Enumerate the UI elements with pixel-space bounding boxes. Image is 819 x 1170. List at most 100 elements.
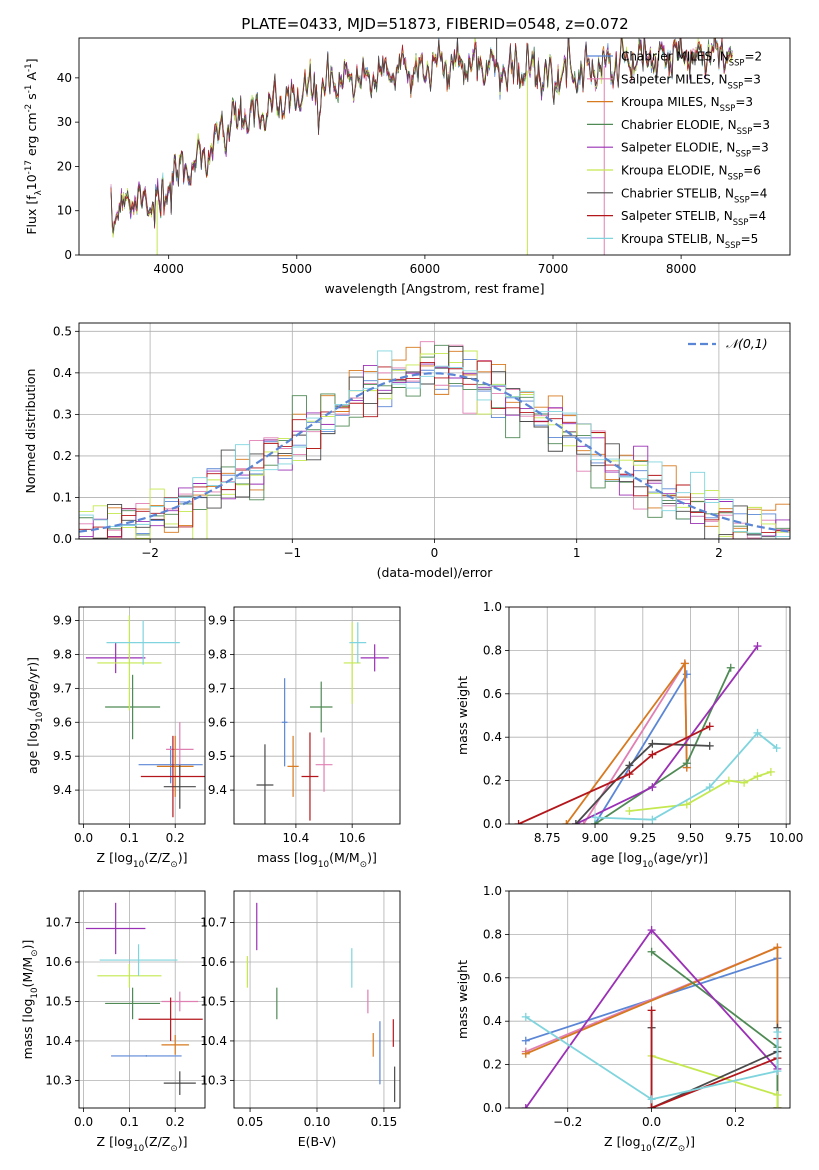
y-tick-label: 10.4 [200, 1034, 227, 1048]
y-axis-label: mass weight [455, 676, 470, 755]
spectrum-legend: Chabrier MILES, NSSP=2 Salpeter MILES, NS… [587, 50, 770, 250]
x-tick-label: 0.15 [371, 1115, 398, 1129]
y-tick-label: 0.0 [483, 1101, 502, 1115]
y-axis-label: mass weight [455, 960, 470, 1039]
y-tick-label: 10.3 [45, 1073, 72, 1087]
y-tick-label: 0.6 [483, 687, 502, 701]
y-tick-label: 0.0 [53, 532, 72, 546]
y-tick-label: 9.8 [208, 647, 227, 661]
y-tick-label: 0.5 [53, 324, 72, 338]
x-tick-label: 0.10 [304, 1115, 331, 1129]
plot-area [85, 615, 205, 818]
mass-weight-line [594, 673, 688, 824]
x-axis-label: E(B-V) [298, 1134, 337, 1149]
y-tick-label: 9.6 [208, 715, 227, 729]
x-tick-label: 5000 [282, 262, 313, 276]
axes-age_vs_Z: 0.0 0.1 0.2 9.4 9.5 9.6 9.7 9.8 9.9 Z [log10(Z/Z⊙… [25, 606, 206, 870]
y-tick-label: 30 [57, 115, 72, 129]
y-tick-label: 9.7 [53, 681, 72, 695]
x-axis-label: (data-model)/error [377, 565, 494, 580]
legend-label: Kroupa MILES, NSSP=3 [621, 95, 753, 113]
x-tick-label: 10.00 [769, 831, 803, 845]
y-tick-label: 9.4 [208, 783, 227, 797]
axes-age_vs_mass: 10.4 10.6 9.4 9.5 9.6 9.7 9.8 9.9 mass [log10(M/… [208, 606, 401, 870]
x-tick-label: 0.05 [237, 1115, 264, 1129]
y-tick-label: 9.9 [53, 614, 72, 628]
legend-label: 𝒩(0,1) [726, 336, 768, 351]
x-tick-label: 7000 [538, 262, 569, 276]
plot-area [79, 341, 790, 539]
mass-weight-line [525, 1016, 779, 1101]
y-tick-label: 9.9 [208, 614, 227, 628]
x-tick-label: 9.50 [677, 831, 704, 845]
y-tick-label: 0.2 [483, 774, 502, 788]
y-tick-label: 40 [57, 71, 72, 85]
spectrum-line [110, 38, 733, 234]
axes-background [509, 607, 790, 824]
x-tick-label: 0.0 [642, 1115, 661, 1129]
y-tick-label: 0.0 [483, 817, 502, 831]
y-tick-label: 10.7 [45, 916, 72, 930]
x-tick-label: 0.1 [120, 831, 139, 845]
plot-area [246, 902, 396, 1103]
axes-weight_vs_Z: −0.2 0.0 0.2 0.0 0.2 0.4 0.6 0.8 1.0 Z [log10(Z/Z… [455, 884, 791, 1154]
legend-label: Salpeter STELIB, NSSP=4 [621, 209, 766, 227]
axes-background [79, 891, 205, 1108]
mass-weight-line [518, 725, 711, 824]
y-tick-label: 0.8 [483, 643, 502, 657]
y-tick-label: 10.5 [200, 994, 227, 1008]
histogram-step [79, 360, 790, 539]
x-tick-label: 0.0 [74, 831, 93, 845]
x-tick-label: 0.2 [166, 1115, 185, 1129]
x-tick-label: 2 [715, 546, 723, 560]
x-axis-label: Z [log10(Z/Z⊙)] [97, 850, 188, 870]
x-tick-label: 9.00 [582, 831, 609, 845]
spectrum-line [110, 38, 733, 233]
x-axis-label: age [log10(age/yr)] [591, 850, 708, 870]
y-tick-label: 10.6 [45, 955, 72, 969]
x-tick-label: −1 [283, 546, 301, 560]
x-tick-label: 1 [573, 546, 581, 560]
legend-label: Salpeter MILES, NSSP=3 [621, 72, 761, 90]
plot-area [256, 622, 389, 824]
plot-area [110, 38, 733, 255]
axes-background [79, 607, 205, 824]
x-tick-label: 0.2 [726, 1115, 745, 1129]
y-tick-label: 1.0 [483, 884, 502, 898]
legend-label: Chabrier STELIB, NSSP=4 [621, 186, 767, 204]
residual-legend: 𝒩(0,1) [688, 336, 768, 351]
y-tick-label: 10.3 [200, 1073, 227, 1087]
legend-label: Kroupa ELODIE, NSSP=6 [621, 164, 761, 182]
legend-label: Chabrier ELODIE, NSSP=3 [621, 118, 770, 136]
legend-label: Chabrier MILES, NSSP=2 [621, 50, 762, 68]
x-axis-label: mass [log10(M/M⊙)] [257, 850, 377, 870]
y-tick-label: 10 [57, 204, 72, 218]
x-tick-label: 10.6 [339, 831, 366, 845]
plot-area [85, 902, 203, 1095]
axes-background [234, 607, 400, 824]
x-tick-label: 9.75 [725, 831, 752, 845]
histogram-step [79, 350, 790, 539]
y-tick-label: 0 [64, 248, 72, 262]
y-axis-label: Flux [fλ10-17 erg cm-2 s-1 A-1] [24, 58, 44, 234]
axes-frame [233, 606, 401, 825]
axes-mass_vs_ebv: 0.05 0.10 0.15 10.3 10.4 10.5 10.6 10.7 E(B-V) [200, 890, 401, 1149]
y-tick-label: 10.7 [200, 916, 227, 930]
axes-frame [233, 890, 401, 1109]
y-tick-label: 0.4 [53, 366, 72, 380]
x-tick-label: −0.2 [553, 1115, 582, 1129]
x-axis-label: wavelength [Angstrom, rest frame] [324, 281, 544, 296]
y-tick-label: 10.5 [45, 994, 72, 1008]
x-tick-label: 9.25 [629, 831, 656, 845]
plot-area [514, 642, 781, 824]
y-tick-label: 10.4 [45, 1034, 72, 1048]
y-tick-label: 9.5 [208, 749, 227, 763]
y-tick-label: 9.5 [53, 749, 72, 763]
y-tick-label: 0.3 [53, 407, 72, 421]
x-tick-label: 0.1 [120, 1115, 139, 1129]
x-tick-label: 10.4 [283, 831, 310, 845]
x-tick-label: −2 [141, 546, 159, 560]
x-tick-label: 0.0 [74, 1115, 93, 1129]
axes-frame [508, 890, 791, 1109]
